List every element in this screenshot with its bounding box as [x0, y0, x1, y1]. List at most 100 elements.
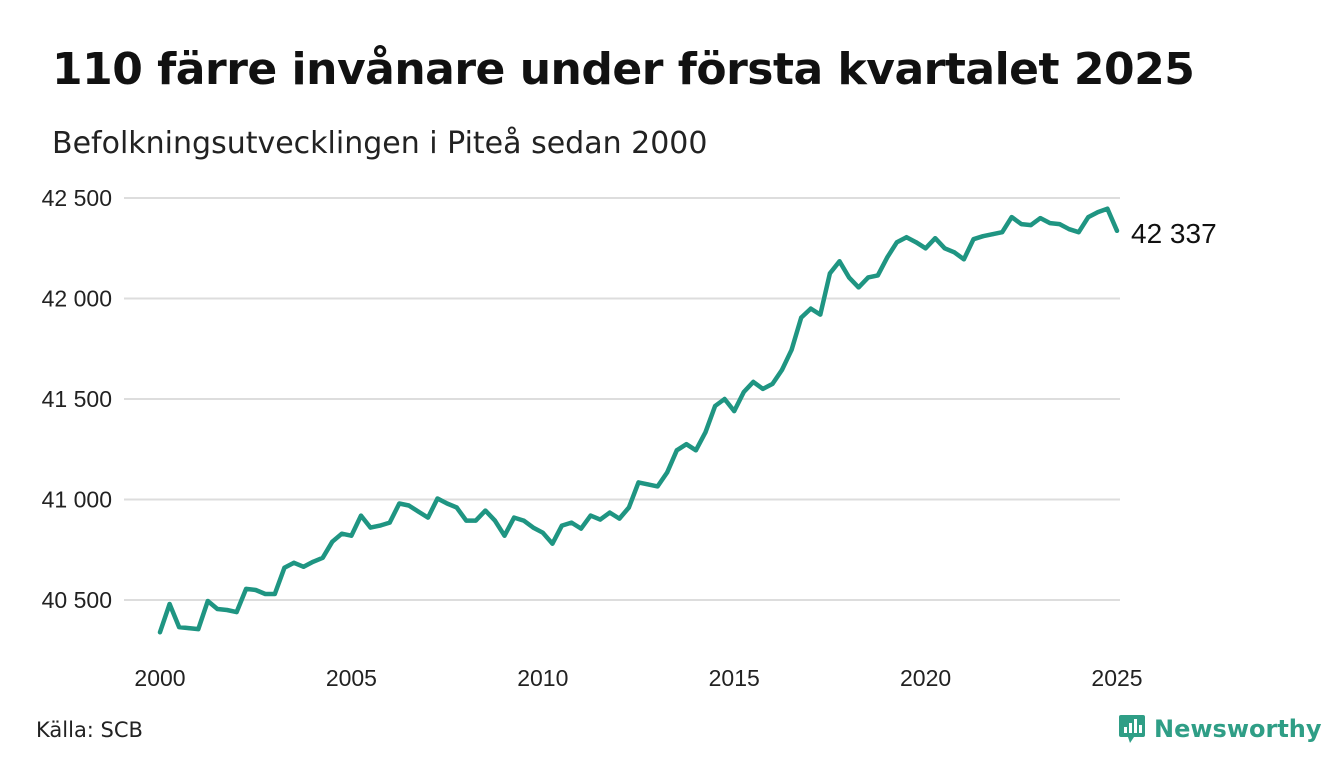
data-point	[799, 315, 804, 320]
y-tick-label: 42 500	[42, 185, 112, 211]
data-point	[626, 505, 631, 510]
source-note: Källa: SCB	[36, 718, 143, 742]
data-point	[952, 250, 957, 255]
data-point	[359, 513, 363, 518]
y-tick-label: 41 500	[42, 386, 112, 412]
y-tick-label: 40 500	[42, 587, 112, 613]
data-point	[512, 515, 517, 520]
data-point	[598, 517, 603, 522]
data-point	[540, 530, 545, 535]
data-point	[751, 379, 756, 384]
data-point	[981, 234, 985, 239]
data-point	[473, 518, 478, 523]
data-point	[205, 599, 210, 603]
data-point	[789, 347, 794, 352]
data-point	[263, 592, 268, 596]
data-point	[272, 592, 277, 596]
data-point	[292, 560, 296, 565]
data-point	[330, 539, 335, 544]
data-point	[1038, 216, 1043, 221]
y-tick-label: 41 000	[42, 487, 112, 513]
data-point	[770, 381, 775, 386]
data-point	[339, 531, 344, 536]
data-point	[454, 505, 459, 510]
data-point	[1019, 222, 1024, 227]
data-point	[301, 564, 306, 569]
x-axis-tick-labels: 2000 2005 2010 2015 2020 2025	[134, 665, 1142, 691]
data-point	[406, 503, 411, 508]
data-point	[646, 482, 651, 487]
data-point	[636, 480, 641, 485]
x-tick-label: 2025	[1091, 665, 1142, 691]
data-point	[722, 397, 727, 401]
data-point	[1095, 210, 1100, 215]
brand-logo: Newsworthy	[1118, 714, 1322, 744]
brand-name: Newsworthy	[1154, 715, 1322, 743]
data-point	[933, 236, 938, 241]
data-point	[196, 627, 201, 632]
data-point	[818, 312, 823, 317]
data-point	[760, 386, 765, 391]
data-point	[234, 610, 239, 615]
data-point	[942, 246, 947, 251]
data-point	[741, 390, 746, 394]
x-tick-label: 2010	[517, 665, 568, 691]
data-point	[923, 246, 928, 251]
data-point	[215, 607, 220, 611]
data-point	[521, 518, 526, 523]
data-point	[588, 513, 593, 518]
x-tick-label: 2005	[326, 665, 377, 691]
data-point	[483, 508, 488, 513]
data-point	[158, 630, 162, 635]
data-point	[244, 586, 249, 591]
data-point	[397, 501, 402, 506]
x-tick-label: 2015	[709, 665, 760, 691]
data-point	[780, 367, 784, 372]
series-points	[158, 206, 1119, 635]
data-point	[847, 275, 851, 280]
data-point	[559, 523, 564, 528]
data-point	[904, 235, 909, 240]
data-point	[550, 541, 555, 546]
data-point	[961, 257, 966, 262]
data-point	[665, 470, 670, 475]
data-point	[502, 533, 507, 538]
data-point	[693, 448, 698, 453]
data-point	[808, 306, 813, 311]
data-point	[445, 501, 450, 506]
data-point	[990, 232, 995, 237]
data-point	[971, 237, 976, 242]
newsworthy-logo-icon	[1119, 715, 1145, 743]
chart-subtitle: Befolkningsutvecklingen i Piteå sedan 20…	[52, 126, 708, 161]
data-point	[1000, 230, 1005, 235]
data-point	[1086, 215, 1091, 220]
data-point	[732, 409, 737, 414]
data-point	[827, 271, 832, 276]
data-point	[368, 525, 373, 530]
data-point	[856, 285, 861, 290]
data-point	[885, 255, 890, 260]
data-point	[282, 565, 287, 570]
data-point	[713, 404, 718, 408]
data-point	[1067, 227, 1072, 232]
data-point	[914, 240, 918, 245]
data-point	[579, 526, 584, 531]
data-point	[492, 518, 497, 523]
data-point	[1009, 215, 1014, 220]
data-point	[703, 430, 708, 435]
data-point	[875, 273, 880, 278]
data-point	[894, 240, 899, 245]
data-point	[1115, 228, 1119, 233]
data-point	[1076, 230, 1081, 235]
x-tick-label: 2000	[134, 665, 185, 691]
data-point	[866, 275, 871, 280]
data-point	[1048, 221, 1052, 226]
data-point	[311, 559, 316, 564]
y-axis-tick-labels: 40 500 41 000 41 500 42 000 42 500	[42, 185, 112, 613]
data-point	[607, 510, 612, 515]
x-tick-label: 2020	[900, 665, 951, 691]
chart-title: 110 färre invånare under första kvartale…	[52, 44, 1195, 95]
data-point	[569, 520, 574, 525]
data-point	[186, 626, 191, 631]
